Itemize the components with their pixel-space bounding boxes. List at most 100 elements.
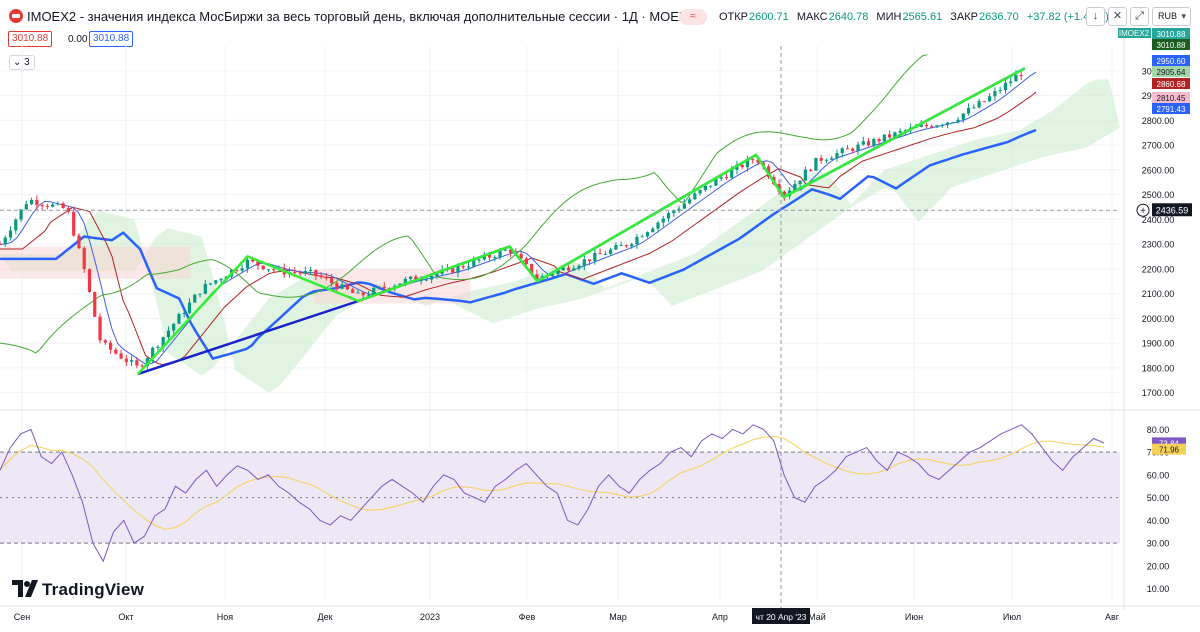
symbol-tag-bg xyxy=(1118,28,1151,38)
candle-body xyxy=(40,205,44,207)
symbol-title[interactable]: IMOEX2 - значения индекса МосБиржи за ве… xyxy=(27,9,688,24)
rsi-tick-label: 40.00 xyxy=(1147,516,1170,526)
price-tag: 2860.68 xyxy=(1157,80,1186,89)
candle-body xyxy=(966,107,971,114)
candle-body xyxy=(235,269,239,271)
sell-price-box[interactable]: 3010.88 xyxy=(8,31,53,47)
symbol-tag: IMOEX2 xyxy=(1119,29,1150,38)
candle-body xyxy=(372,287,376,295)
candle-body xyxy=(261,265,265,270)
compare-badge[interactable]: ≈ xyxy=(679,9,707,25)
candle-body xyxy=(77,235,81,249)
candle-body xyxy=(566,267,571,271)
candlesticks xyxy=(0,70,1023,370)
rsi-tick-label: 10.00 xyxy=(1147,584,1170,594)
candle-body xyxy=(651,228,655,233)
candle-body xyxy=(130,360,134,362)
candle-body xyxy=(988,96,992,102)
currency-select[interactable]: RUB xyxy=(1152,7,1191,26)
candle-body xyxy=(666,213,671,219)
chart-header: IMOEX2 - значения индекса МосБиржи за ве… xyxy=(0,0,1200,32)
candle-body xyxy=(193,294,197,303)
candle-body xyxy=(698,189,702,194)
candle-body xyxy=(998,90,1002,92)
candle-body xyxy=(751,159,755,161)
candle-body xyxy=(530,263,534,275)
candle-body xyxy=(577,265,581,269)
candle-body xyxy=(535,274,539,280)
candle-body xyxy=(951,122,955,124)
candle-body xyxy=(609,249,613,254)
candle-body xyxy=(724,177,729,179)
close-label: ЗАКР xyxy=(950,11,978,23)
candle-body xyxy=(8,230,13,238)
price-tick-label: 2000.00 xyxy=(1142,314,1175,324)
candle-body xyxy=(19,209,23,220)
rsi-value-bg xyxy=(1152,437,1186,449)
low-value: 2565.61 xyxy=(902,11,943,23)
candle-body xyxy=(0,244,2,246)
candle-body xyxy=(198,293,202,295)
candle-body xyxy=(124,358,128,362)
candle-body xyxy=(451,268,455,273)
candle-body xyxy=(524,258,528,264)
candle-body xyxy=(587,259,592,262)
candle-body xyxy=(245,259,250,269)
candle-body xyxy=(66,208,71,212)
rsi-line xyxy=(0,424,1105,563)
price-tag-bg xyxy=(1152,28,1190,39)
trend-lines[interactable] xyxy=(136,67,1026,376)
price-tick-label: 2200.00 xyxy=(1142,264,1175,274)
candle-body xyxy=(740,164,744,168)
candle-body xyxy=(935,125,939,128)
price-tag: 2905.64 xyxy=(1157,68,1186,77)
fullscreen-icon[interactable]: ⤢ xyxy=(1130,7,1149,26)
candle-body xyxy=(330,278,334,284)
candle-body xyxy=(345,284,350,290)
candle-body xyxy=(266,269,271,271)
candle-body xyxy=(730,169,734,178)
candle-body xyxy=(51,204,55,207)
candle-body xyxy=(956,119,960,123)
candle-body xyxy=(714,178,718,186)
download-arrow-icon[interactable]: ↓ xyxy=(1086,7,1105,26)
price-tick-label: 1900.00 xyxy=(1142,339,1175,349)
close-icon[interactable]: ✕ xyxy=(1108,7,1127,26)
candle-body xyxy=(119,353,123,359)
candle-body xyxy=(272,269,276,271)
candle-body xyxy=(3,237,7,245)
moving-average-slow xyxy=(0,128,1037,361)
price-tick-label: 2300.00 xyxy=(1142,240,1175,250)
price-tag-bg xyxy=(1152,78,1190,89)
buy-price-box[interactable]: 3010.88 xyxy=(89,31,134,47)
candle-body xyxy=(61,203,65,209)
candle-body xyxy=(240,268,244,271)
candle-body xyxy=(487,254,492,258)
open-value: 2600.71 xyxy=(749,11,789,23)
candle-body xyxy=(172,323,176,331)
candle-body xyxy=(82,248,86,270)
candle-body xyxy=(151,347,155,359)
grid xyxy=(0,46,1120,600)
candle-body xyxy=(166,330,171,338)
candle-body xyxy=(877,139,881,142)
rsi-tick-label: 50.00 xyxy=(1147,493,1170,503)
rsi-tick-label: 80.00 xyxy=(1147,425,1170,435)
rsi-pane xyxy=(0,409,1200,563)
price-tag-bg xyxy=(1152,92,1190,103)
price-tag-bg xyxy=(1152,55,1190,66)
chevron-down-icon: ⌄ xyxy=(13,57,25,68)
candle-body xyxy=(556,270,560,275)
candle-body xyxy=(509,249,513,253)
candle-body xyxy=(461,266,465,268)
ichimoku-cloud xyxy=(0,79,1120,393)
candle-body xyxy=(29,199,34,205)
candle-body xyxy=(624,245,629,247)
green-trend-line xyxy=(136,67,1026,375)
price-tag-bg xyxy=(1152,66,1190,77)
price-tag-bg xyxy=(1152,103,1190,114)
candle-body xyxy=(677,208,681,211)
candle-body xyxy=(251,259,255,262)
rsi-tick-label: 60.00 xyxy=(1147,470,1170,480)
